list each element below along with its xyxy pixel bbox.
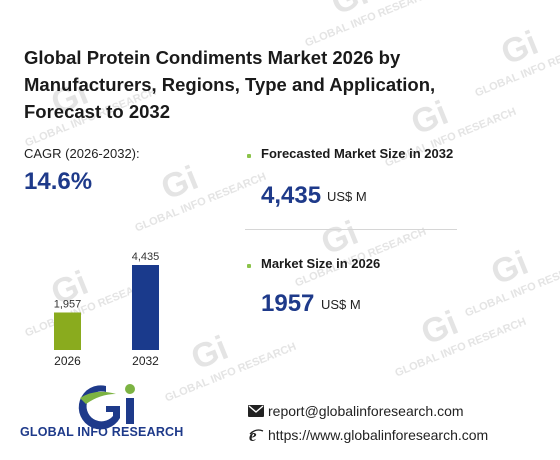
bar-2032: [132, 265, 159, 350]
ie-browser-icon: e: [249, 427, 264, 443]
cagr-label: CAGR (2026-2032):: [24, 146, 140, 161]
forecast-size-value: 4,435: [261, 182, 322, 209]
market-size-label: Market Size in 2026: [261, 256, 381, 271]
green-square-bullet-icon: [247, 154, 251, 158]
svg-text:e: e: [249, 427, 257, 443]
contact-website[interactable]: https://www.globalinforesearch.com: [268, 427, 489, 443]
logo-text: GLOBAL INFO RESEARCH: [20, 425, 184, 439]
bar-value-label: 4,435: [132, 251, 160, 263]
contact-email[interactable]: report@globalinforesearch.com: [268, 403, 464, 419]
market-size-value: 1957: [261, 290, 315, 317]
forecast-size-unit: US$ M: [327, 189, 367, 204]
gi-logo-icon: [78, 384, 135, 430]
forecast-size-label: Forecasted Market Size in 2032: [261, 146, 454, 161]
cagr-value: 14.6%: [24, 168, 93, 195]
envelope-icon: [248, 405, 264, 417]
green-square-bullet-icon: [247, 264, 251, 268]
page-title: Global Protein Condiments Market 2026 by…: [24, 47, 436, 122]
bar-category-label: 2032: [132, 354, 159, 368]
bar-category-label: 2026: [54, 354, 81, 368]
bar-value-label: 1,957: [54, 298, 82, 310]
bar-2026: [54, 312, 81, 350]
stats-divider: [245, 229, 457, 230]
market-size-unit: US$ M: [321, 297, 361, 312]
